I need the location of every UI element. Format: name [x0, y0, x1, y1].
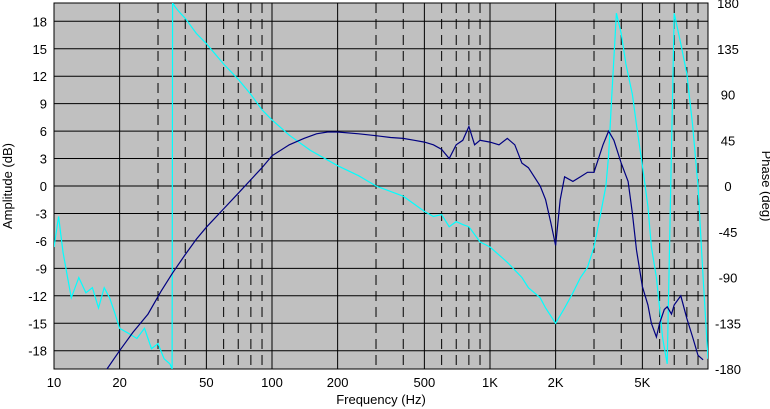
x-tick-label: 500 — [414, 375, 436, 390]
x-tick-label: 5K — [634, 375, 650, 390]
y-left-tick-label: 18 — [33, 14, 47, 29]
y-left-tick-label: 6 — [40, 124, 47, 139]
x-tick-label: 1K — [482, 375, 498, 390]
y-left-tick-label: -18 — [28, 344, 47, 359]
y-left-tick-label: -12 — [28, 289, 47, 304]
y-axis-right-label: Phase (deg) — [759, 151, 770, 222]
y-left-tick-label: 0 — [40, 179, 47, 194]
phase-series-line — [54, 3, 708, 369]
y-left-tick-label: -3 — [35, 206, 47, 221]
x-tick-label: 20 — [112, 375, 126, 390]
tick-labels: 10 20 50 100 200 500 1K 2K 5K 18 15 12 9 6 3 0 -3 -6 -9 -12… — [28, 0, 741, 390]
y-left-tick-label: 9 — [40, 97, 47, 112]
y-left-tick-label: -9 — [35, 261, 47, 276]
y-right-tick-label: 90 — [721, 88, 735, 103]
x-tick-label: 50 — [199, 375, 213, 390]
y-right-tick-label: -135 — [715, 316, 741, 331]
y-right-tick-label: -180 — [715, 362, 741, 377]
x-axis-label: Frequency (Hz) — [336, 392, 426, 407]
x-tick-label: 100 — [261, 375, 283, 390]
y-left-tick-label: -15 — [28, 316, 47, 331]
x-tick-label: 10 — [47, 375, 61, 390]
x-tick-label: 200 — [327, 375, 349, 390]
y-right-tick-label: -90 — [719, 271, 738, 286]
y-right-tick-label: 0 — [724, 179, 731, 194]
y-left-tick-label: 12 — [33, 69, 47, 84]
y-right-tick-label: 45 — [721, 133, 735, 148]
y-axis-left-label: Amplitude (dB) — [0, 143, 15, 229]
y-left-tick-label: -6 — [35, 234, 47, 249]
amplitude-series-line — [106, 124, 704, 369]
y-right-tick-label: 135 — [717, 42, 739, 57]
x-tick-label: 2K — [548, 375, 564, 390]
y-left-tick-label: 3 — [40, 152, 47, 167]
y-right-tick-label: 180 — [717, 0, 739, 11]
y-right-tick-label: -45 — [719, 225, 738, 240]
data-series — [54, 3, 708, 369]
y-left-tick-label: 15 — [33, 42, 47, 57]
